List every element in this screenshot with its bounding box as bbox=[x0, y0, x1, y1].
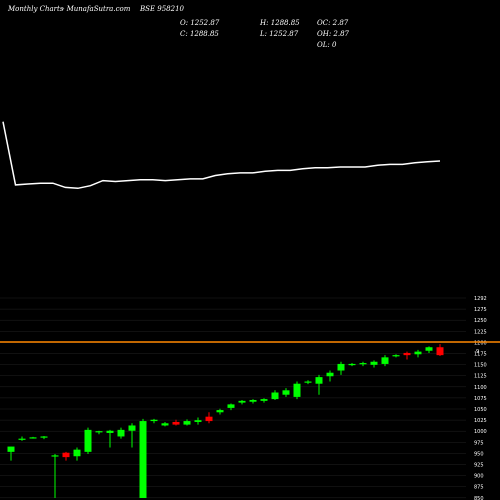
close-value: C: 1288.85 bbox=[180, 30, 219, 38]
y-tick-label: 1000 bbox=[474, 429, 487, 435]
candle-body bbox=[392, 355, 400, 357]
candle-body bbox=[425, 347, 433, 351]
open-value: O: 1252.87 bbox=[180, 19, 220, 27]
candle-body bbox=[128, 425, 136, 431]
candle-body bbox=[414, 351, 422, 355]
candle-body bbox=[348, 363, 356, 366]
source-site: MunafaSutra.com bbox=[66, 5, 131, 13]
candle-body bbox=[436, 347, 444, 356]
candle-body bbox=[7, 446, 15, 452]
candle-body bbox=[29, 437, 37, 439]
price-marker-label: 9 bbox=[476, 349, 479, 355]
candle-body bbox=[183, 421, 191, 425]
candle-body bbox=[249, 399, 257, 402]
y-tick-label: 1275 bbox=[474, 307, 487, 313]
candle-body bbox=[359, 363, 367, 365]
oc-value: OC: 2.87 bbox=[317, 19, 349, 27]
y-tick-label: 1200 bbox=[474, 340, 487, 346]
candle-body bbox=[293, 383, 301, 397]
candle-body bbox=[106, 430, 114, 433]
high-value: H: 1288.85 bbox=[260, 19, 300, 27]
candle-body bbox=[40, 436, 48, 438]
candle-body bbox=[150, 419, 158, 422]
y-tick-label: 925 bbox=[474, 463, 484, 469]
y-tick-label: 1292 bbox=[474, 296, 487, 302]
candle-body bbox=[282, 390, 290, 395]
candle-body bbox=[161, 423, 169, 426]
candle-body bbox=[117, 429, 125, 437]
y-tick-label: 975 bbox=[474, 440, 484, 446]
y-tick-label: 900 bbox=[474, 474, 484, 480]
line-series bbox=[2, 121, 441, 190]
low-value: L: 1252.87 bbox=[260, 30, 299, 38]
y-tick-label: 1050 bbox=[474, 407, 487, 413]
candle-body bbox=[51, 455, 59, 457]
candle-body bbox=[205, 416, 213, 422]
candle-body bbox=[84, 429, 92, 452]
y-tick-label: 850 bbox=[474, 496, 484, 500]
candle-body bbox=[370, 361, 378, 365]
candle-body bbox=[326, 372, 334, 377]
candle-body bbox=[95, 431, 103, 433]
y-tick-label: 1150 bbox=[474, 363, 487, 369]
candle-body bbox=[238, 400, 246, 403]
app-title: Monthly Charts bbox=[8, 5, 64, 13]
candle-body bbox=[216, 410, 224, 413]
y-tick-label: 950 bbox=[474, 451, 484, 457]
symbol-label: BSE 958210 bbox=[140, 5, 184, 13]
ol-value: OL: 0 bbox=[317, 41, 337, 49]
y-tick-label: 1025 bbox=[474, 418, 487, 424]
candle-body bbox=[337, 363, 345, 371]
candle-body bbox=[139, 421, 147, 498]
candle-body bbox=[260, 399, 268, 401]
candle-body bbox=[194, 420, 202, 422]
candle-body bbox=[172, 421, 180, 425]
y-tick-label: 1225 bbox=[474, 329, 487, 335]
candle-body bbox=[381, 357, 389, 364]
y-tick-label: 1125 bbox=[474, 374, 487, 380]
candle-body bbox=[73, 449, 81, 457]
candle-body bbox=[403, 352, 411, 356]
y-tick-label: 875 bbox=[474, 485, 484, 491]
source-separator: - bbox=[62, 5, 67, 13]
candle-body bbox=[271, 392, 279, 400]
candle-body bbox=[304, 381, 312, 383]
y-tick-label: 1100 bbox=[474, 385, 487, 391]
y-tick-label: 1250 bbox=[474, 318, 487, 324]
candle-body bbox=[62, 452, 70, 458]
oh-value: OH: 2.87 bbox=[317, 30, 350, 38]
y-tick-label: 1075 bbox=[474, 396, 487, 402]
candle-body bbox=[18, 438, 26, 440]
y-tick-label: 1175 bbox=[474, 352, 487, 358]
candle-body bbox=[315, 377, 323, 384]
candle-body bbox=[227, 404, 235, 408]
